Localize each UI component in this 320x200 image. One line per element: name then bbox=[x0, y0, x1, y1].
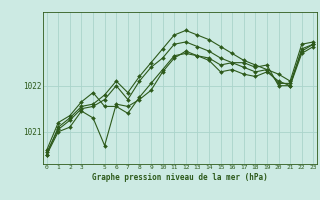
X-axis label: Graphe pression niveau de la mer (hPa): Graphe pression niveau de la mer (hPa) bbox=[92, 173, 268, 182]
